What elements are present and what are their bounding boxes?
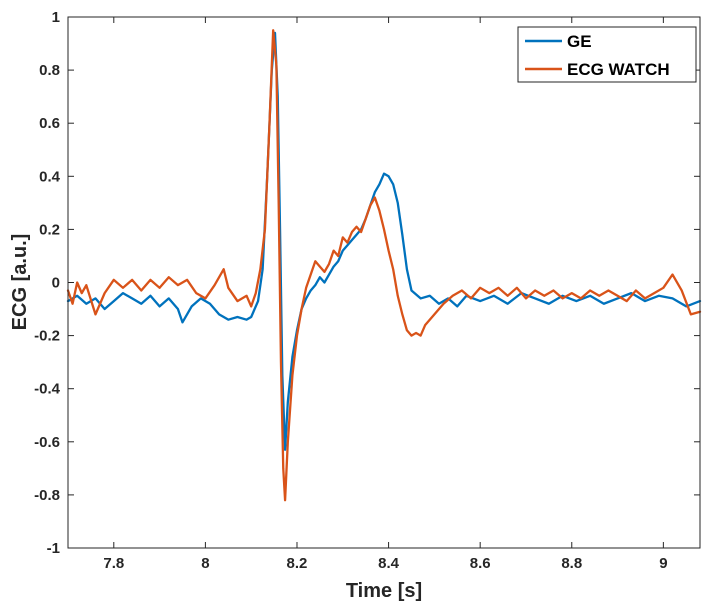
- y-tick-label: 0.6: [39, 115, 60, 132]
- legend: GE ECG WATCH: [517, 26, 697, 83]
- series-line-ecg-watch: [66, 29, 702, 502]
- y-tick-label: -0.6: [34, 434, 60, 451]
- x-axis-title: Time [s]: [346, 580, 422, 602]
- x-tick-label: 9: [659, 555, 667, 572]
- y-tick-label: 0: [52, 275, 60, 292]
- x-tick-label: 7.8: [103, 555, 124, 572]
- series-layer: [66, 29, 702, 502]
- y-tick-label: -0.4: [34, 381, 61, 398]
- x-tick-label: 8.4: [378, 555, 400, 572]
- legend-label-ecg-watch: ECG WATCH: [567, 60, 670, 79]
- tick-labels-layer: 7.8 8 8.2 8.4 8.6 8.8 9 -1 -0.8 -0.6 -0.4 -0.2 0 0.2 0…: [34, 9, 667, 572]
- y-tick-label: 0.8: [39, 62, 60, 79]
- series-line-ge: [66, 31, 702, 451]
- x-tick-label: 8: [201, 555, 209, 572]
- y-tick-label: 1: [52, 9, 60, 26]
- y-tick-label: 0.4: [39, 168, 61, 185]
- y-tick-label: -0.2: [34, 328, 60, 345]
- y-axis-title: ECG [a.u.]: [9, 234, 31, 331]
- legend-box: [517, 26, 697, 83]
- x-tick-label: 8.8: [561, 555, 582, 572]
- ticks-layer: [68, 16, 700, 549]
- y-tick-label: -1: [47, 540, 60, 557]
- y-tick-label: -0.8: [34, 487, 60, 504]
- x-tick-label: 8.6: [470, 555, 491, 572]
- x-tick-label: 8.2: [287, 555, 308, 572]
- y-tick-label: 0.2: [39, 221, 60, 238]
- legend-label-ge: GE: [567, 32, 592, 51]
